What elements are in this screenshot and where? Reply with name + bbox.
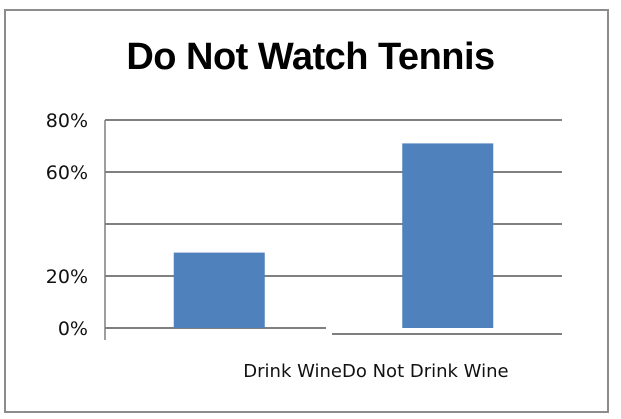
x-category-label: Drink Wine [243, 361, 342, 382]
y-tick-label: 20% [46, 266, 88, 288]
y-tick-label: 60% [46, 162, 88, 184]
bar [173, 252, 265, 328]
chart-title: Do Not Watch Tennis [126, 36, 495, 78]
y-tick-label: 80% [46, 110, 88, 132]
label-mask [380, 80, 500, 118]
bar [402, 143, 494, 328]
y-tick-label: 0% [58, 318, 88, 340]
x-category-label: Do Not Drink Wine [342, 361, 509, 382]
